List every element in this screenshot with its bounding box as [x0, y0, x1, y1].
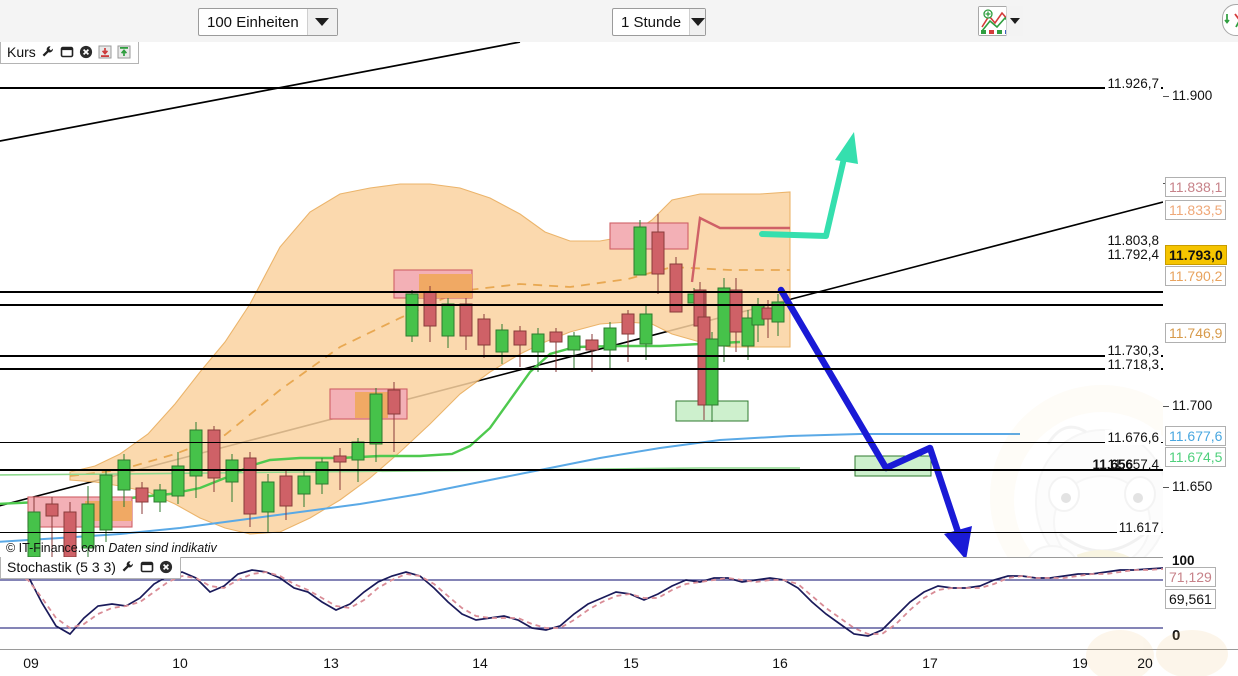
- time-tick-label: 09: [23, 655, 39, 671]
- price-level-label: 11.792,4: [1105, 247, 1161, 262]
- quote-box[interactable]: 11.746,9: [1165, 323, 1227, 343]
- kurs-panel-title: Kurs: [7, 44, 36, 60]
- bearish-projection-arrow: [777, 286, 972, 557]
- indicator-dropdown-chevron-icon[interactable]: [1006, 6, 1023, 36]
- time-tick-label: 16: [772, 655, 788, 671]
- window-icon[interactable]: [140, 560, 154, 574]
- price-chart-pane[interactable]: 11.926,7 11.803,8 11.792,4 11.730,3 11.7…: [0, 42, 1164, 557]
- price-level-label: 11.926,7: [1105, 76, 1161, 91]
- timeframe-select[interactable]: 1 Stunde: [612, 8, 706, 36]
- price-level-label: 11.657,4: [1107, 457, 1159, 472]
- time-tick-label: 15: [623, 655, 639, 671]
- stoch-level-label: 0: [1172, 627, 1181, 644]
- price-level-line: [0, 532, 1163, 533]
- time-tick-label: 14: [472, 655, 488, 671]
- projection-red-line: [690, 216, 790, 283]
- price-level-label: 11.730,3: [1105, 343, 1161, 358]
- units-select-value: 100 Einheiten: [207, 13, 299, 31]
- quote-box[interactable]: 11.838,1: [1165, 177, 1227, 197]
- price-level-line: [0, 304, 1163, 306]
- price-level-line: [0, 442, 1163, 443]
- close-icon[interactable]: [79, 45, 93, 59]
- stoch-quote-box[interactable]: 71,129: [1165, 567, 1216, 587]
- price-level-label: 11.803,8: [1105, 233, 1161, 248]
- candlestick-series: [27, 214, 785, 557]
- stoch-d-line: [0, 568, 1163, 635]
- chevron-down-icon[interactable]: [306, 9, 337, 35]
- stochastic-axis[interactable]: 100 71,129 69,561 0: [1163, 553, 1238, 649]
- price-level-line: [0, 355, 1163, 357]
- axis-tick-label: 11.700: [1172, 398, 1213, 413]
- price-chart-svg: [0, 42, 1163, 557]
- top-toolbar: 100 Einheiten 1 Stunde: [0, 0, 1238, 43]
- stochastic-panel-header[interactable]: Stochastik (5 3 3): [0, 557, 181, 579]
- resistance-zone-box: [609, 222, 689, 250]
- quote-box-current[interactable]: 11.793,0: [1165, 245, 1227, 265]
- price-level-label: 11.676,6: [1105, 430, 1161, 445]
- chevron-down-icon[interactable]: [689, 9, 705, 35]
- quote-box[interactable]: 11.833,5: [1165, 200, 1227, 220]
- ma-blue-line: [0, 433, 1020, 543]
- price-level-line: [0, 291, 1163, 293]
- stoch-quote-box[interactable]: 69,561: [1165, 589, 1216, 609]
- quote-box[interactable]: 11.790,2: [1165, 266, 1227, 286]
- watermark-text: © IT-Finance.com Daten sind indikativ: [6, 541, 217, 555]
- stochastic-chart-svg: [0, 567, 1163, 637]
- stoch-level-label: 100: [1172, 553, 1195, 568]
- timeframe-select-value: 1 Stunde: [621, 13, 682, 31]
- price-level-label: 11.656: [1092, 457, 1133, 472]
- time-tick-label: 20: [1137, 655, 1153, 671]
- price-axis[interactable]: 11.900 11.850 11.700 11.650 11.838,1 11.…: [1163, 42, 1238, 557]
- watermark-note: Daten sind indikativ: [108, 541, 217, 555]
- window-icon[interactable]: [60, 45, 74, 59]
- ma-green-thin-line: [0, 467, 800, 476]
- time-tick-label: 19: [1072, 655, 1088, 671]
- quote-box[interactable]: 11.674,5: [1165, 447, 1227, 467]
- time-tick-label: 13: [323, 655, 339, 671]
- axis-tick-label: 11.900: [1172, 88, 1213, 103]
- time-tick-label: 10: [172, 655, 188, 671]
- expand-up-icon[interactable]: [117, 45, 131, 59]
- kurs-panel-header[interactable]: Kurs: [0, 42, 139, 64]
- quote-box[interactable]: 11.677,6: [1165, 426, 1227, 446]
- price-level-line: [0, 87, 1163, 89]
- price-level-line: [0, 469, 1163, 471]
- collapse-down-icon[interactable]: [98, 45, 112, 59]
- stochastic-pane[interactable]: [0, 557, 1164, 650]
- price-level-label: 11.718,3: [1105, 357, 1161, 372]
- trendline-upper: [0, 42, 521, 142]
- watermark-brand: © IT-Finance.com: [6, 541, 105, 555]
- wrench-icon[interactable]: [41, 45, 55, 59]
- price-level-line: [0, 368, 1163, 370]
- time-tick-label: 17: [922, 655, 938, 671]
- time-axis[interactable]: 09 10 13 14 15 16 17 19 20: [0, 630, 1238, 676]
- price-level-label: 11.617: [1116, 520, 1161, 535]
- stochastic-panel-title: Stochastik (5 3 3): [7, 559, 116, 575]
- bullish-projection-arrow: [759, 132, 858, 239]
- units-select[interactable]: 100 Einheiten: [198, 8, 338, 36]
- close-icon[interactable]: [159, 560, 173, 574]
- axis-tick-label: 11.650: [1172, 479, 1213, 494]
- chart-tool-icon[interactable]: [1222, 4, 1238, 36]
- wrench-icon[interactable]: [121, 560, 135, 574]
